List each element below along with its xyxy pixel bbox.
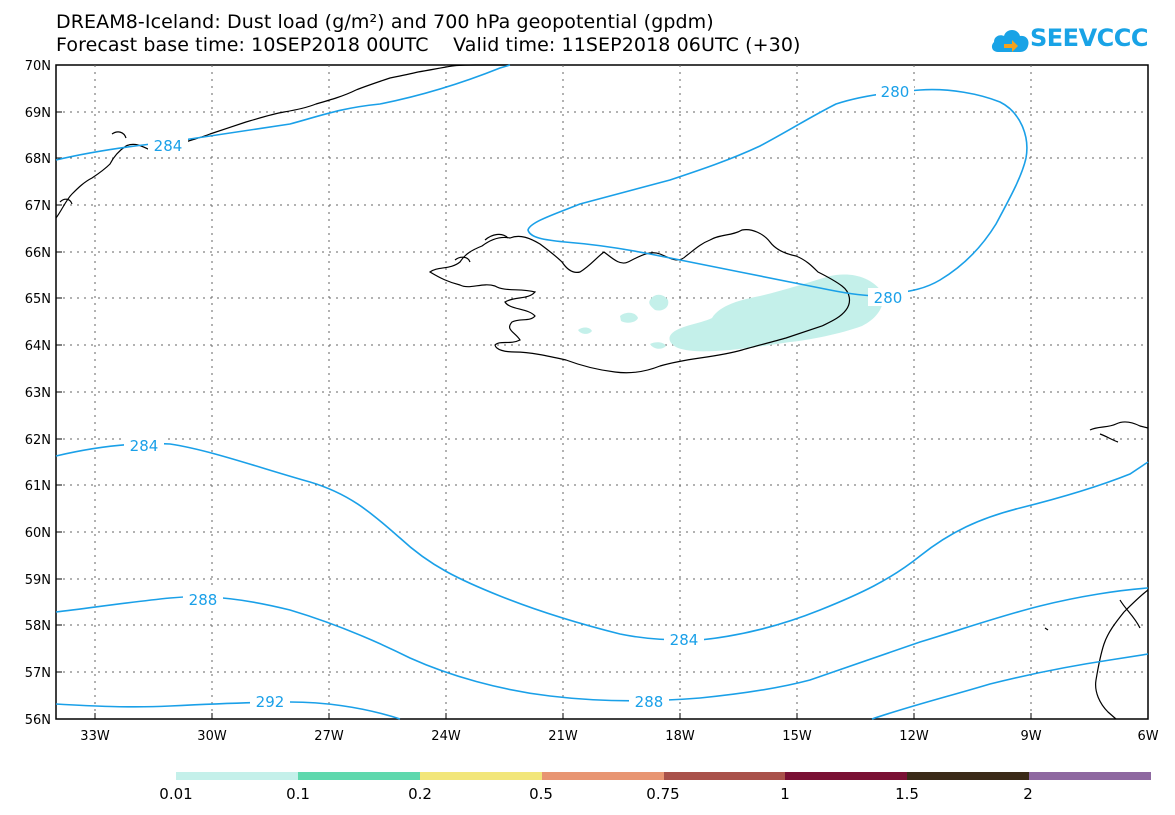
contour-label: 288: [635, 693, 664, 711]
contour-280: [527, 88, 1028, 297]
latitude-labels: 70N 69N 68N 67N 66N 65N 64N 63N 62N 61N …: [25, 59, 51, 728]
colorbar-label: 2: [1023, 785, 1033, 803]
contour-labels: 280 280 284 284 284 288 288 292: [124, 82, 914, 711]
grid-lines: [56, 65, 1148, 719]
contour-label: 284: [670, 631, 699, 649]
lon-label: 6W: [1137, 729, 1158, 744]
contour-label: 292: [256, 693, 285, 711]
lon-label: 24W: [431, 729, 461, 744]
lat-label: 57N: [25, 666, 51, 681]
colorbar-label: 1: [780, 785, 790, 803]
colorbar-swatch: [176, 772, 298, 780]
lon-label: 18W: [665, 729, 695, 744]
contour-292: [55, 701, 401, 720]
contour-288: [55, 587, 1149, 702]
lat-label: 60N: [25, 526, 51, 541]
logo-text: SEEVCCC: [1030, 24, 1149, 52]
lon-label: 9W: [1020, 729, 1041, 744]
cloud-icon: [991, 30, 1029, 52]
contour-label: 288: [189, 591, 218, 609]
lat-label: 59N: [25, 573, 51, 588]
lat-label: 66N: [25, 246, 51, 261]
lat-label: 61N: [25, 479, 51, 494]
lon-label: 21W: [548, 729, 578, 744]
lat-label: 67N: [25, 199, 51, 214]
lat-label: 64N: [25, 339, 51, 354]
geopotential-contours: [55, 64, 1149, 720]
lat-label: 56N: [25, 713, 51, 728]
iceland-coastline: [428, 229, 851, 374]
lon-label: 12W: [899, 729, 929, 744]
colorbar-swatch: [541, 772, 664, 780]
colorbar-swatch: [785, 772, 908, 780]
colorbar-label: 0.75: [646, 785, 680, 803]
dust-load-area: [578, 274, 884, 352]
colorbar-label: 0.2: [408, 785, 432, 803]
lon-label: 15W: [782, 729, 812, 744]
contour-label: 284: [130, 437, 159, 455]
lat-label: 70N: [25, 59, 51, 74]
lat-label: 62N: [25, 433, 51, 448]
colorbar-swatch: [663, 772, 786, 780]
longitude-labels: 33W 30W 27W 24W 21W 18W 15W 12W 9W 6W: [80, 729, 1158, 744]
colorbar-swatch: [1029, 772, 1151, 780]
title-line-1: DREAM8-Iceland: Dust load (g/m²) and 700…: [56, 11, 714, 33]
coastlines: [55, 64, 1149, 720]
lon-label: 30W: [197, 729, 227, 744]
scotland-coastline: [1095, 589, 1149, 720]
contour-292-east: [871, 653, 1149, 720]
colorbar-swatch: [419, 772, 542, 780]
contour-label: 280: [881, 83, 910, 101]
lat-label: 68N: [25, 152, 51, 167]
lat-label: 63N: [25, 386, 51, 401]
lon-label: 27W: [314, 729, 344, 744]
seevccc-logo: SEEVCCC: [990, 18, 1150, 58]
colorbar-label: 0.1: [286, 785, 310, 803]
dust-colorbar: [176, 772, 1151, 780]
greenland-coastline: [55, 64, 510, 219]
lat-label: 69N: [25, 106, 51, 121]
colorbar-label: 0.01: [159, 785, 193, 803]
colorbar-swatch: [297, 772, 420, 780]
colorbar-label: 0.5: [529, 785, 553, 803]
lat-label: 65N: [25, 292, 51, 307]
colorbar-swatch: [907, 772, 1030, 780]
lat-label: 58N: [25, 619, 51, 634]
contour-284-south: [55, 442, 1149, 641]
tick-marks: [56, 64, 1032, 720]
contour-label: 284: [154, 137, 183, 155]
contour-284-north: [55, 64, 511, 161]
contour-label: 280: [874, 289, 903, 307]
colorbar-label: 1.5: [895, 785, 919, 803]
lon-label: 33W: [80, 729, 110, 744]
title-line-2: Forecast base time: 10SEP2018 00UTC Vali…: [56, 34, 801, 56]
